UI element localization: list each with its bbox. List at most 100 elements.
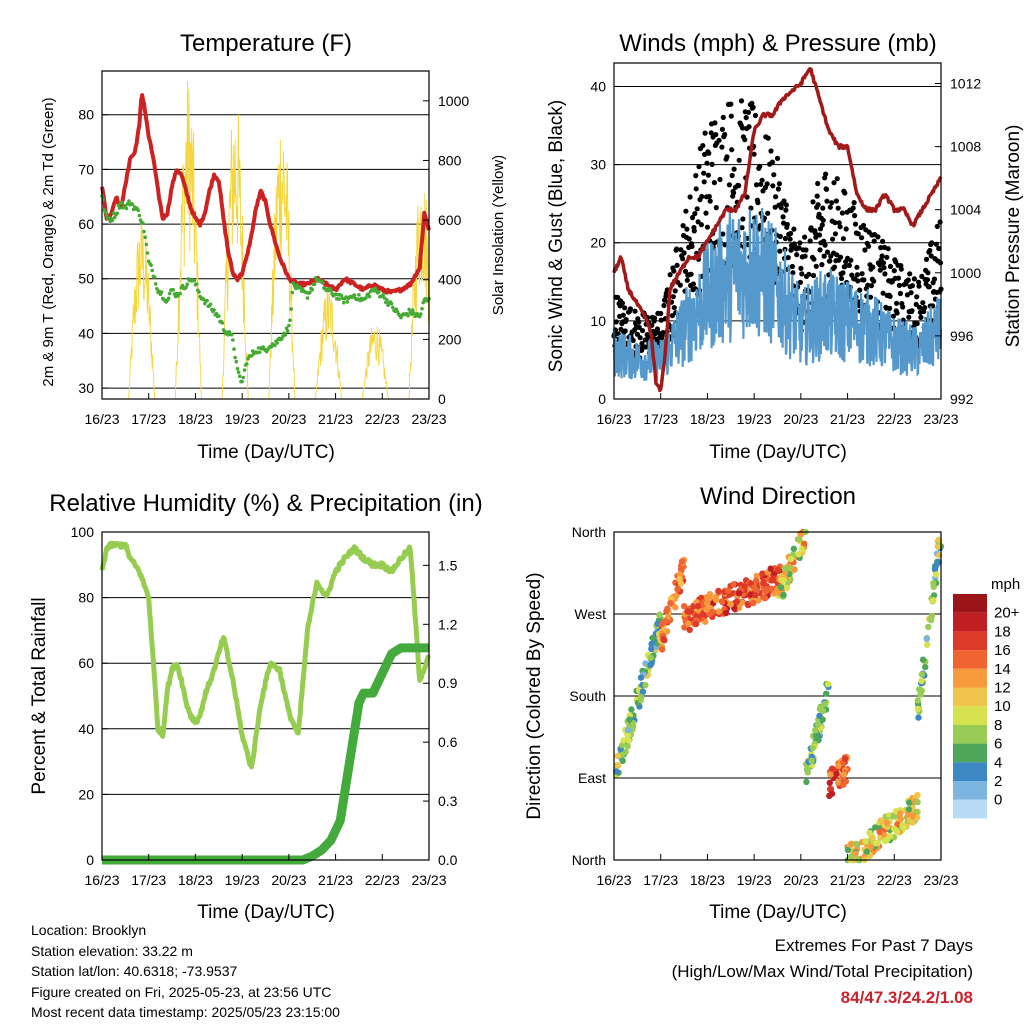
direction-point (747, 580, 754, 587)
gust-point (916, 279, 922, 285)
gust-point (781, 198, 787, 204)
tick-label-x: 23/23 (923, 411, 958, 427)
direction-point (930, 580, 937, 587)
gust-point (908, 290, 914, 296)
direction-point (752, 592, 759, 599)
dewpoint-point (214, 311, 219, 316)
humidity-series (98, 540, 433, 865)
dewpoint-point (290, 290, 295, 295)
tick-label-y-left: 30 (590, 157, 606, 173)
tick-label-y-left: 30 (78, 380, 94, 396)
gust-point (740, 216, 746, 222)
tick-label-x: 19/23 (225, 872, 260, 888)
dewpoint-point (155, 287, 159, 291)
gust-point (681, 250, 687, 256)
winds-ylabel-right: Station Pressure (Maroon) (1003, 125, 1024, 348)
gust-point (622, 328, 628, 334)
direction-point (914, 798, 921, 806)
colorbar-swatch (953, 762, 987, 781)
gust-point (701, 179, 707, 185)
gust-point (655, 330, 662, 336)
direction-point (738, 599, 746, 606)
gust-point (692, 211, 698, 217)
gust-point (729, 172, 735, 179)
tick-label-y-left: 40 (590, 78, 606, 94)
gust-point (823, 171, 829, 177)
dewpoint-point (367, 294, 372, 299)
direction-point (667, 600, 674, 607)
gust-point (775, 186, 782, 192)
direction-point (744, 601, 752, 609)
humidity-xlabel: Time (Day/UTC) (197, 902, 335, 923)
direction-point (872, 824, 879, 831)
temperature-panel: Temperature (F) 304050607080020040060080… (40, 30, 507, 463)
direction-point (663, 607, 670, 615)
tick-label-y-left: 40 (78, 325, 94, 341)
gust-point (843, 226, 849, 232)
tick-label-y-left: 50 (78, 271, 94, 287)
dewpoint-point (232, 347, 236, 351)
tick-label-x: 17/23 (643, 411, 678, 427)
colorbar-title: mph (991, 576, 1020, 593)
tick-label-y-left: 60 (78, 216, 94, 232)
direction-point (829, 765, 836, 772)
direction-point (840, 771, 848, 778)
direction-point (692, 620, 700, 628)
direction-point (768, 585, 775, 592)
dewpoint-point (197, 290, 201, 294)
direction-point (694, 602, 702, 610)
dewpoint-point (419, 312, 423, 316)
gust-point (925, 270, 931, 276)
direction-point (897, 810, 904, 817)
tick-label-x: 17/23 (131, 411, 166, 427)
gust-point (891, 268, 897, 274)
direction-point (819, 716, 826, 723)
gust-point (713, 132, 719, 138)
gust-point (838, 275, 845, 282)
gust-point (764, 181, 770, 187)
tick-label-x: 19/23 (225, 411, 260, 427)
figure-created: Figure created on Fri, 2025-05-23, at 23… (31, 983, 332, 1000)
gust-point (701, 170, 707, 176)
gust-point (623, 317, 629, 323)
gust-point (859, 235, 865, 241)
direction-points (613, 528, 944, 864)
gust-point (834, 252, 840, 258)
gust-point (832, 231, 839, 237)
dewpoint-point (127, 199, 131, 203)
dewpoint-point (144, 242, 149, 247)
colorbar-swatch (953, 743, 987, 763)
gust-point (914, 320, 920, 327)
gust-point (745, 109, 752, 115)
gust-point (914, 294, 920, 300)
direction-point (672, 604, 679, 611)
direction-point (914, 697, 921, 704)
gust-point (900, 304, 906, 310)
direction-point (848, 840, 855, 847)
dewpoint-point (357, 293, 361, 297)
direction-point (915, 714, 922, 721)
gust-point (746, 124, 752, 130)
gust-point (791, 226, 797, 232)
dewpoint-point (341, 300, 346, 305)
dewpoint-point (391, 305, 395, 310)
gust-point (726, 182, 733, 188)
gust-point (906, 314, 912, 320)
tick-label-x: 23/23 (411, 411, 446, 427)
tick-label-y-right: 400 (438, 272, 462, 288)
gust-point (802, 234, 808, 240)
temperature-xlabel: Time (Day/UTC) (197, 442, 335, 463)
gust-point (928, 253, 934, 259)
dewpoint-point (159, 290, 164, 295)
direction-point (704, 600, 711, 607)
dewpoint-point (337, 297, 341, 301)
gust-point (755, 200, 761, 206)
gust-point (812, 230, 818, 236)
dewpoint-point (269, 345, 274, 349)
gust-point (896, 282, 903, 288)
tick-label-y-left: 20 (78, 786, 94, 802)
dewpoint-point (180, 283, 185, 288)
direction-point (872, 840, 880, 847)
temperature-ylabel-right: Solar Insolation (Yellow) (490, 155, 507, 315)
tick-label-y-left: 60 (78, 655, 94, 671)
